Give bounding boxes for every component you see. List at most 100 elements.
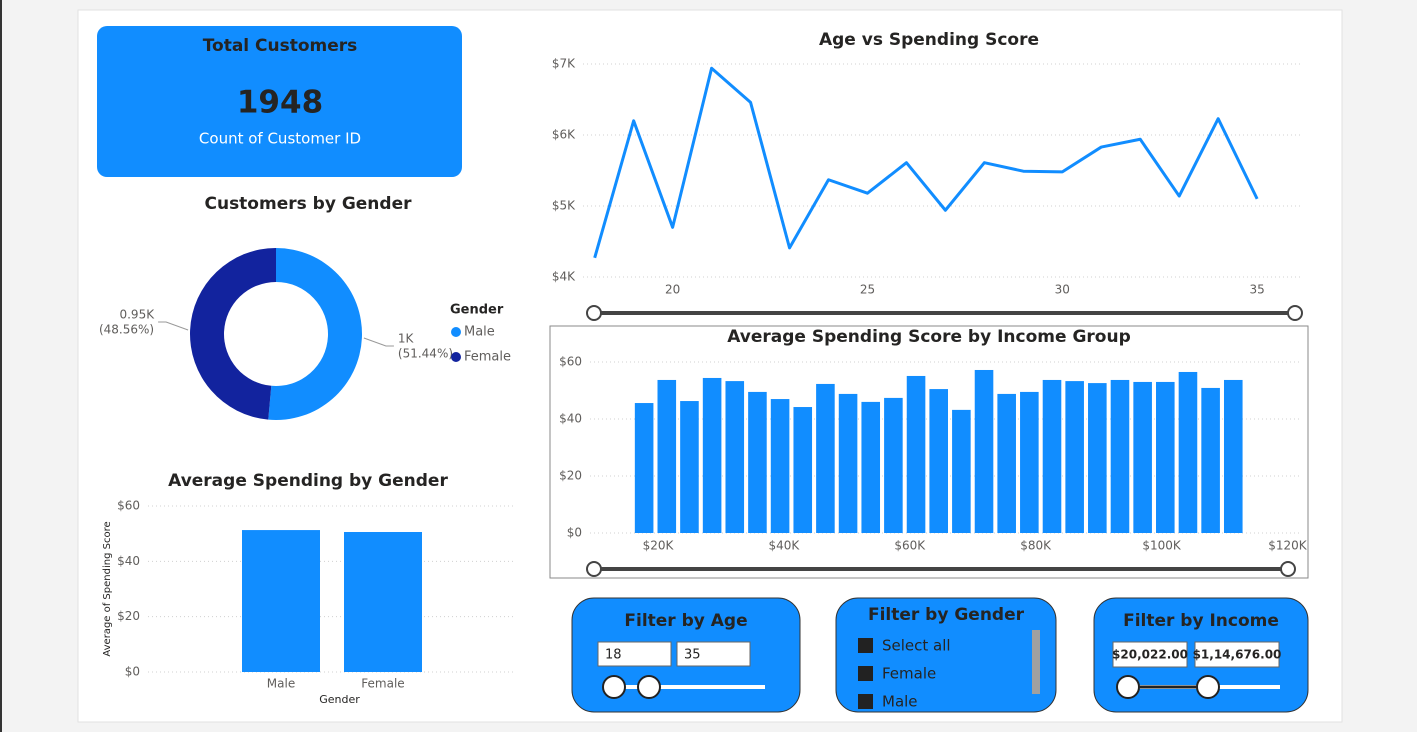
bar <box>997 393 1016 533</box>
chart-title: Age vs Spending Score <box>819 30 1039 50</box>
legend-marker <box>451 327 461 337</box>
legend-marker <box>451 352 461 362</box>
kpi-value: 1948 <box>237 85 323 121</box>
x-tick-label: Female <box>361 677 404 691</box>
x-tick-label: $100K <box>1142 539 1182 553</box>
chart-title: Customers by Gender <box>204 194 412 214</box>
scrollbar[interactable] <box>1032 630 1040 694</box>
x-tick-label: $20K <box>643 539 675 553</box>
range-slider-handle[interactable] <box>586 561 602 577</box>
checkbox[interactable] <box>858 694 873 709</box>
y-axis-label: Average of Spending Score <box>102 521 113 656</box>
input-value: $20,022.00 <box>1112 648 1188 662</box>
bar <box>680 401 699 533</box>
bar <box>1201 387 1220 533</box>
data-label: 1K <box>398 331 415 345</box>
bar <box>1223 379 1243 533</box>
y-tick-label: $20 <box>117 609 140 623</box>
range-slider-handle[interactable] <box>586 305 602 321</box>
leader-line <box>363 337 394 347</box>
bar <box>884 397 903 533</box>
x-tick-label: $60K <box>894 539 926 553</box>
slider-handle[interactable] <box>1196 675 1220 699</box>
bar <box>770 399 790 533</box>
x-tick-label: $80K <box>1020 539 1052 553</box>
donut-slice <box>268 248 363 420</box>
option-label: Male <box>882 693 918 711</box>
bar <box>861 401 881 533</box>
filter-title: Filter by Gender <box>868 605 1025 625</box>
y-tick-label: $0 <box>125 665 140 679</box>
y-tick-label: $4K <box>552 270 576 284</box>
input-value: $1,14,676.00 <box>1193 648 1282 662</box>
data-label: (51.44%) <box>398 346 453 360</box>
donut-slice <box>190 248 276 420</box>
x-tick-label: $40K <box>768 539 800 553</box>
bar <box>657 379 677 533</box>
filter-title: Filter by Age <box>624 611 747 631</box>
text-input[interactable] <box>1194 641 1280 668</box>
bar <box>838 393 858 533</box>
bar <box>634 403 654 533</box>
bar <box>952 409 971 533</box>
x-tick-label: 30 <box>1055 283 1070 297</box>
bar <box>242 530 320 672</box>
x-axis-label: Gender <box>319 693 360 706</box>
filter-title: Filter by Income <box>1123 611 1279 631</box>
y-tick-label: $60 <box>559 355 582 369</box>
kpi-caption: Count of Customer ID <box>199 130 361 148</box>
option-label: Female <box>882 665 936 683</box>
leader-line <box>158 321 189 331</box>
input-value: 18 <box>605 648 622 663</box>
input-value: 35 <box>684 648 701 663</box>
y-tick-label: $40 <box>559 412 582 426</box>
y-tick-label: $60 <box>117 499 140 513</box>
checkbox[interactable] <box>858 638 873 653</box>
window-edge <box>0 0 2 732</box>
x-tick-label: $120K <box>1268 539 1308 553</box>
x-tick-label: Male <box>267 677 295 691</box>
bar <box>793 407 813 533</box>
data-label: (48.56%) <box>99 323 154 337</box>
option-label: Select all <box>882 637 951 655</box>
bar <box>1133 381 1152 533</box>
chart-title: Average Spending Score by Income Group <box>727 327 1131 347</box>
bar <box>906 375 926 533</box>
bar <box>816 383 835 533</box>
x-tick-label: 25 <box>860 283 875 297</box>
range-slider-handle[interactable] <box>1287 305 1303 321</box>
bar <box>702 377 722 533</box>
x-tick-label: 35 <box>1249 283 1264 297</box>
slider-handle[interactable] <box>637 675 661 699</box>
y-tick-label: $20 <box>559 469 582 483</box>
bar <box>1020 391 1039 533</box>
y-tick-label: $0 <box>567 526 582 540</box>
legend-title: Gender <box>450 303 504 318</box>
text-input[interactable] <box>1112 641 1188 668</box>
y-tick-label: $40 <box>117 554 140 568</box>
visual-frame <box>549 325 1309 579</box>
x-tick-label: 20 <box>665 283 680 297</box>
slider-handle[interactable] <box>1116 675 1140 699</box>
bar <box>1088 383 1107 533</box>
option-list: Select all Female Male <box>858 637 951 711</box>
bar <box>974 369 994 533</box>
y-tick-label: $7K <box>552 57 576 71</box>
text-input[interactable] <box>676 641 751 667</box>
legend-label: Female <box>464 350 511 365</box>
chart-title: Average Spending by Gender <box>168 471 448 491</box>
line-series <box>593 66 1259 259</box>
range-slider-handle[interactable] <box>1280 561 1296 577</box>
y-tick-label: $6K <box>552 128 576 142</box>
checkbox[interactable] <box>858 666 873 681</box>
bar <box>748 391 767 533</box>
bar <box>725 381 745 533</box>
bar <box>1110 379 1130 533</box>
kpi-title: Total Customers <box>203 36 358 56</box>
y-tick-label: $5K <box>552 199 576 213</box>
text-input[interactable] <box>597 641 672 667</box>
slider-handle[interactable] <box>602 675 626 699</box>
data-label: 0.95K <box>119 308 155 322</box>
